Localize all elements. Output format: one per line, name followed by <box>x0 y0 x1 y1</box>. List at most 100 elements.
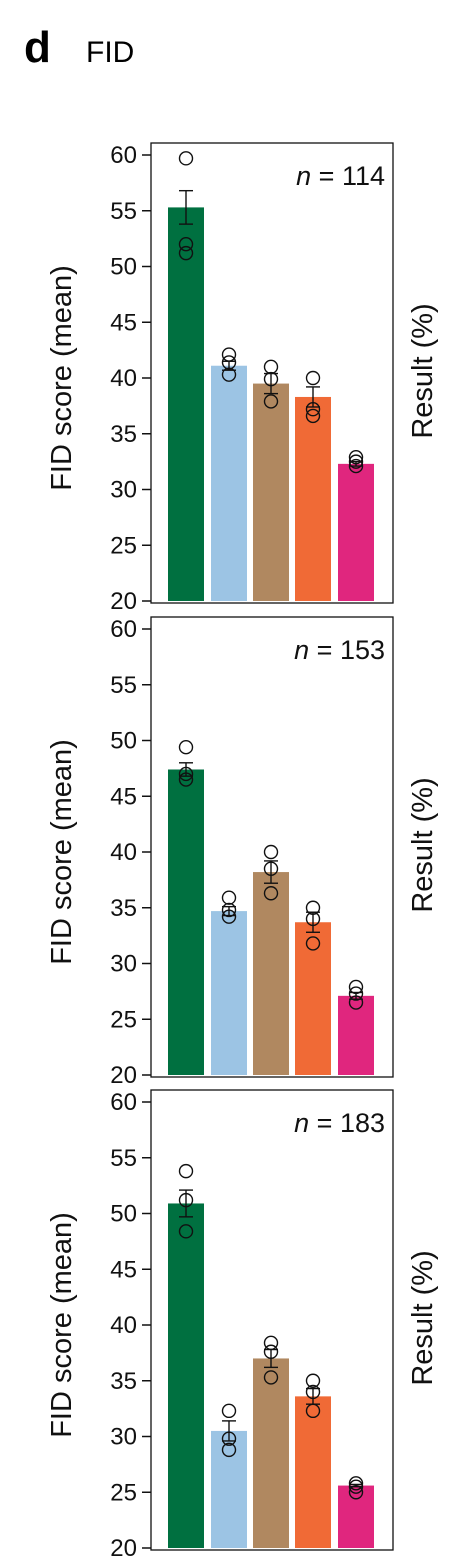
data-point <box>263 1344 279 1359</box>
data-point <box>263 1370 279 1385</box>
y-tick-label: 40 <box>110 839 137 866</box>
plot-frame <box>150 142 394 604</box>
y-tick-label: 60 <box>110 616 137 643</box>
sample-size-label: n = 183 <box>294 1108 385 1138</box>
y-tick-label: 55 <box>110 672 137 699</box>
y-tick-label: 50 <box>110 728 137 755</box>
data-point <box>305 1384 321 1400</box>
plot-frame <box>150 1089 394 1551</box>
data-point <box>221 890 237 905</box>
bar <box>168 207 204 601</box>
sample-size-label: n = 114 <box>296 161 385 191</box>
bar <box>168 1203 204 1548</box>
data-point <box>178 766 194 782</box>
data-point <box>221 367 237 382</box>
bar <box>253 1358 289 1548</box>
y-tick-label: 35 <box>110 895 137 922</box>
chart-panels: 20 25 30 35 40 45 50 55 60 FID score (mean) Result… <box>46 142 439 1562</box>
y-tick-label: 25 <box>110 1479 137 1506</box>
y-tick-label: 25 <box>110 532 137 559</box>
data-point <box>305 900 321 915</box>
bar <box>211 911 247 1075</box>
y-axis-label: FID score (mean) <box>46 739 78 965</box>
sample-size-symbol: n <box>296 161 311 191</box>
bar <box>211 1430 247 1548</box>
data-point <box>221 1442 237 1458</box>
chart-panel-2: 20 25 30 35 40 45 50 55 60 FID score (mean) Result… <box>46 616 439 1089</box>
data-point <box>348 986 364 1001</box>
data-point <box>348 1479 364 1494</box>
y-tick-label: 35 <box>110 1368 137 1395</box>
data-point <box>178 1224 194 1239</box>
data-point <box>263 886 279 901</box>
y-tick-label: 30 <box>110 951 137 978</box>
sample-size-symbol: n <box>294 635 309 665</box>
y-tick-label: 45 <box>110 783 137 810</box>
data-point <box>305 911 321 927</box>
data-point <box>178 151 194 166</box>
bar <box>338 463 374 601</box>
bar <box>295 1396 331 1548</box>
data-point <box>348 1485 364 1500</box>
data-point <box>263 359 279 375</box>
y-tick-label: 45 <box>110 309 137 336</box>
y-tick-label: 30 <box>110 1424 137 1451</box>
y-tick-label: 20 <box>110 1062 137 1089</box>
y-tick-label: 60 <box>110 142 137 169</box>
y-tick-label: 40 <box>110 365 137 392</box>
bar <box>253 383 289 601</box>
y-tick-label: 55 <box>110 198 137 225</box>
data-point <box>178 1163 194 1179</box>
data-point <box>348 454 364 469</box>
data-point <box>305 1373 321 1388</box>
data-point <box>221 347 237 362</box>
data-point <box>263 371 279 387</box>
sample-size-value: = 183 <box>309 1108 385 1138</box>
chart-panel-3: 20 25 30 35 40 45 50 55 60 FID score (mean) Result… <box>46 1089 439 1562</box>
data-point <box>178 236 194 252</box>
plot-frame <box>150 616 394 1078</box>
data-point <box>348 995 364 1010</box>
data-point <box>305 936 321 951</box>
data-point <box>178 1192 194 1208</box>
y-tick-label: 55 <box>110 1145 137 1172</box>
bar <box>168 769 204 1075</box>
y-tick-label: 25 <box>110 1006 137 1033</box>
data-point <box>263 844 279 860</box>
data-point <box>263 394 279 409</box>
y-axis-label: FID score (mean) <box>46 1212 78 1438</box>
panel-title: FID <box>86 36 134 69</box>
bar <box>253 872 289 1075</box>
y-tick-label: 45 <box>110 1256 137 1283</box>
data-point <box>305 1403 321 1419</box>
data-point <box>178 772 194 787</box>
right-axis-label: Result (%) <box>407 1250 439 1385</box>
y-tick-label: 30 <box>110 477 137 504</box>
sample-size-label: n = 153 <box>294 635 385 665</box>
data-point <box>263 861 279 876</box>
chart-panel-1: 20 25 30 35 40 45 50 55 60 FID score (mean) Result… <box>46 142 439 615</box>
data-point <box>178 245 194 261</box>
right-axis-label: Result (%) <box>407 777 439 912</box>
data-point <box>221 1403 237 1419</box>
right-axis-label: Result (%) <box>407 303 439 438</box>
bar <box>295 922 331 1075</box>
data-point <box>348 449 364 465</box>
bar <box>211 365 247 601</box>
data-point <box>221 909 237 924</box>
panel-letter: d <box>24 23 51 72</box>
y-tick-label: 35 <box>110 421 137 448</box>
data-point <box>178 739 194 755</box>
data-point <box>348 1476 364 1491</box>
data-point <box>348 458 364 474</box>
data-point <box>221 1431 237 1446</box>
y-tick-label: 50 <box>110 254 137 281</box>
data-point <box>221 902 237 918</box>
y-tick-label: 50 <box>110 1201 137 1228</box>
bar <box>338 1485 374 1548</box>
sample-size-value: = 114 <box>311 161 385 191</box>
y-tick-label: 60 <box>110 1089 137 1116</box>
y-tick-label: 40 <box>110 1312 137 1339</box>
bar <box>295 396 331 601</box>
data-point <box>221 355 237 370</box>
